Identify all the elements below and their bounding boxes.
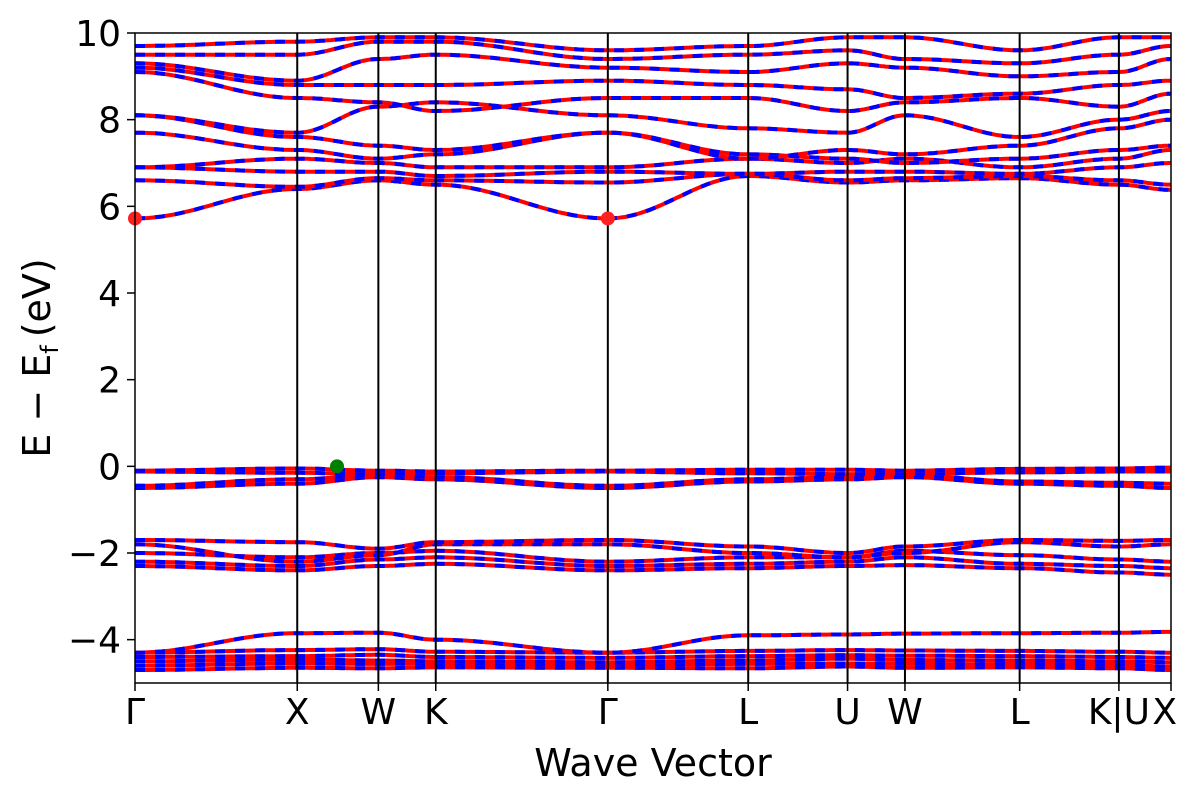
- plot-frame: [134, 32, 1172, 684]
- cbm-marker: [600, 211, 615, 226]
- x-axis-title: Wave Vector: [534, 741, 772, 785]
- band-line-spin-down: [135, 39, 1171, 66]
- x-tick-label: W: [887, 692, 923, 733]
- x-axis-ticks: Γ X W K Γ L U W L K|U X: [125, 683, 1177, 733]
- y-tick-label: 8: [98, 101, 121, 142]
- x-tick-label: Γ: [598, 692, 618, 733]
- band-line-spin-down: [135, 629, 1171, 655]
- x-tick-label: Γ: [125, 692, 145, 733]
- kpoint-lines: [296, 33, 1120, 683]
- y-axis-ticks: −4 −2 0 2 4 6 8 10: [68, 14, 135, 662]
- x-tick-label: X: [285, 692, 310, 733]
- y-axis-title-sub: f: [36, 345, 64, 354]
- y-tick-label: −2: [68, 534, 121, 575]
- x-tick-label: U: [834, 692, 860, 733]
- x-tick-label: X: [1152, 692, 1177, 733]
- band-line-spin-down: [135, 52, 1171, 83]
- x-tick-label: L: [738, 692, 758, 733]
- band-line-spin-down: [135, 65, 1171, 100]
- band-line-spin-up: [135, 39, 1171, 66]
- y-tick-label: 10: [75, 14, 121, 55]
- x-tick-label: L: [1010, 692, 1030, 733]
- y-axis-title-unit: (eV): [15, 258, 59, 337]
- y-tick-label: 0: [98, 447, 121, 488]
- x-tick-label: W: [361, 692, 397, 733]
- y-tick-label: 6: [98, 187, 121, 228]
- band-line-spin-down: [135, 70, 1171, 113]
- bands-layer: [135, 35, 1171, 672]
- y-tick-label: 2: [98, 361, 121, 402]
- band-line-spin-down: [135, 113, 1171, 161]
- x-tick-label: K: [424, 692, 449, 733]
- band-line-spin-down: [135, 540, 1171, 564]
- x-tick-label: K|U: [1088, 692, 1150, 733]
- band-line-spin-down: [135, 130, 1171, 165]
- y-tick-label: 4: [98, 274, 121, 315]
- y-axis-title-main: E − E: [15, 354, 59, 458]
- vbm-marker: [330, 459, 345, 474]
- y-axis-title: E − Ef (eV): [15, 258, 64, 458]
- extrema-markers: [128, 211, 615, 474]
- band-line-spin-down: [135, 35, 1171, 53]
- y-tick-label: −4: [68, 621, 121, 662]
